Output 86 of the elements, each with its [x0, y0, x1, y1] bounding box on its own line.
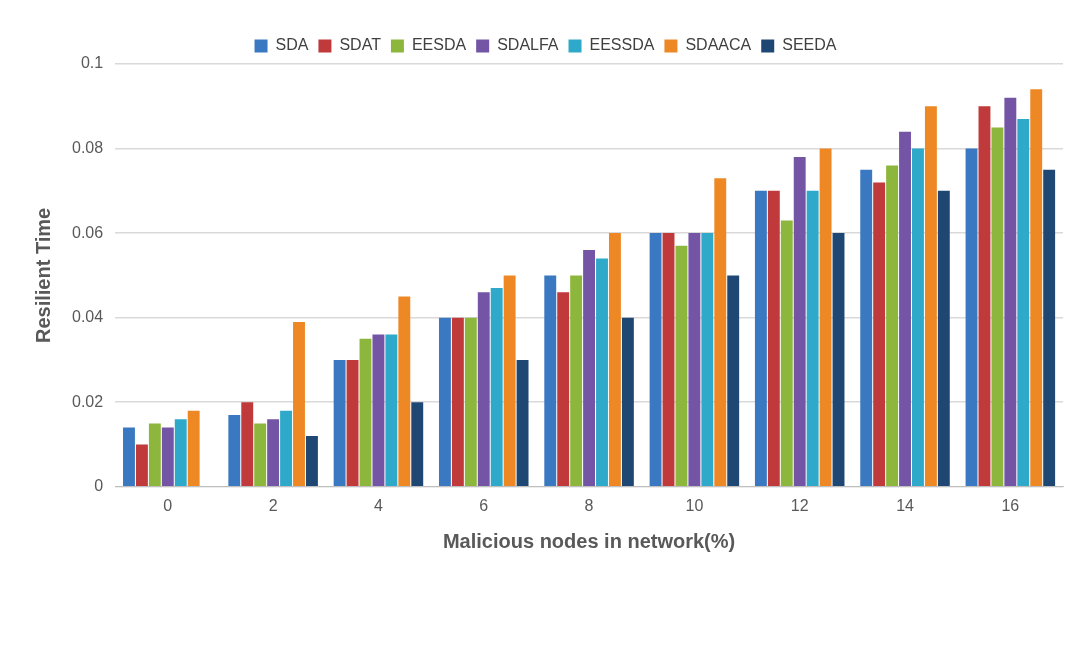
- bar: [228, 414, 241, 487]
- bar: [701, 233, 714, 487]
- bar: [860, 169, 873, 487]
- bar: [991, 127, 1004, 487]
- bar: [135, 444, 148, 487]
- bar: [873, 182, 886, 487]
- bar: [819, 148, 832, 487]
- bar: [280, 410, 293, 487]
- bar: [516, 359, 529, 487]
- legend-label: SDAACA: [685, 36, 752, 54]
- bar: [174, 419, 187, 487]
- bar: [267, 419, 280, 487]
- y-axis-title: Resilient Time: [31, 207, 54, 344]
- bar: [583, 250, 596, 487]
- y-tick-label: 0.04: [72, 308, 104, 326]
- bar: [557, 292, 570, 487]
- x-tick-label: 14: [896, 496, 915, 514]
- bar: [148, 423, 161, 487]
- bar: [912, 148, 924, 487]
- bar: [305, 436, 318, 487]
- bar: [398, 296, 411, 487]
- x-tick-label: 12: [790, 496, 809, 514]
- bar: [965, 148, 978, 487]
- legend-label: EESDA: [411, 36, 467, 54]
- bar: [385, 334, 398, 487]
- bar: [490, 288, 503, 487]
- legend-label: SDALFA: [497, 36, 559, 54]
- bar: [793, 157, 806, 487]
- bar: [1004, 97, 1017, 487]
- x-tick-label: 10: [685, 496, 704, 514]
- bar: [688, 233, 701, 487]
- x-tick-label: 0: [163, 496, 173, 514]
- bar: [293, 321, 305, 487]
- x-tick-label: 6: [479, 496, 489, 514]
- bar: [754, 190, 767, 487]
- legend-label: EESSDA: [589, 36, 655, 54]
- x-tick-label: 4: [373, 496, 383, 514]
- bar: [333, 359, 346, 487]
- bar: [609, 233, 621, 487]
- bar: [1043, 169, 1056, 487]
- bar: [241, 402, 254, 487]
- bar: [411, 402, 424, 487]
- bar: [477, 292, 490, 487]
- bar: [937, 190, 950, 487]
- bar: [570, 275, 583, 487]
- bar: [161, 427, 174, 487]
- x-tick-label: 16: [1001, 496, 1020, 514]
- bar: [346, 359, 359, 487]
- bar: [123, 427, 135, 487]
- bar: [675, 245, 688, 487]
- bar: [464, 317, 477, 487]
- bar: [899, 131, 911, 487]
- bar: [544, 275, 557, 487]
- y-tick-label: 0.08: [72, 138, 104, 156]
- bar: [662, 233, 675, 487]
- legend-label: SEEDA: [782, 36, 837, 54]
- bar: [503, 275, 516, 487]
- bar: [1030, 89, 1043, 487]
- bar: [924, 106, 937, 487]
- bar: [832, 233, 845, 487]
- legend-label: SDA: [275, 36, 309, 54]
- bar: [372, 334, 385, 487]
- x-axis-title: Malicious nodes in network(%): [442, 529, 736, 552]
- bar: [727, 275, 740, 487]
- y-tick-label: 0.02: [72, 392, 104, 410]
- bar: [621, 317, 634, 487]
- bar: [649, 233, 662, 487]
- bar: [1017, 118, 1030, 487]
- bar: [767, 190, 780, 487]
- bar: [596, 258, 608, 487]
- bar: [806, 190, 819, 487]
- bar: [886, 165, 899, 487]
- bar: [359, 338, 372, 487]
- y-tick-label: 0.06: [72, 223, 104, 241]
- x-tick-label: 2: [268, 496, 278, 514]
- y-tick-label: 0: [94, 477, 104, 495]
- bar: [438, 317, 451, 487]
- bar: [451, 317, 464, 487]
- legend-label: SDAT: [339, 36, 382, 54]
- bar: [978, 106, 991, 487]
- bar: [714, 178, 727, 487]
- bar: [254, 423, 267, 487]
- bar: [187, 410, 200, 487]
- y-tick-label: 0.1: [80, 54, 104, 72]
- bar: [780, 220, 793, 487]
- x-tick-label: 8: [584, 496, 594, 514]
